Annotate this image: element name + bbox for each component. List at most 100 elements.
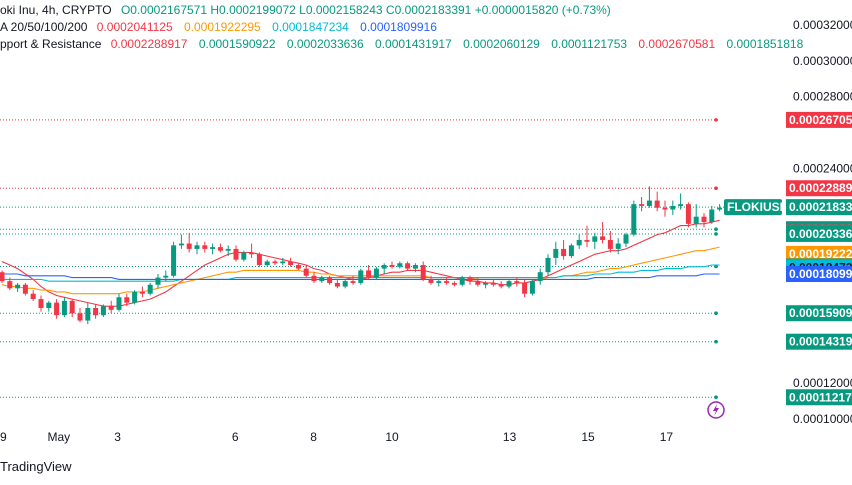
legend-ma[interactable]: A 20/50/100/200 0.0002041125 0.000192229… (0, 19, 445, 35)
candle-body (506, 281, 512, 287)
candle-body (163, 275, 169, 278)
candle-body (342, 281, 348, 287)
sr-level-dot (714, 232, 718, 236)
candle-body (186, 243, 192, 249)
price-label-box (786, 389, 852, 406)
candle-body (303, 268, 309, 276)
candle-body (654, 200, 660, 208)
candle-body (280, 261, 286, 264)
candle-body (334, 282, 340, 287)
candle-body (568, 245, 574, 257)
candle-body (249, 252, 255, 255)
candle-body (311, 275, 317, 282)
legend-ma-50: 0.0001922295 (183, 20, 261, 34)
candle-body (264, 261, 270, 266)
candle-body (178, 243, 184, 246)
y-tick-label: 0.00030000 (793, 54, 852, 68)
candle-body (662, 207, 668, 210)
legend-ma-200: 0.0001809916 (360, 20, 437, 34)
candle-body (147, 284, 153, 294)
candle-body (46, 302, 52, 309)
candle-body (272, 261, 278, 264)
candle-body (607, 239, 613, 249)
candle-body (389, 265, 395, 267)
candle-body (436, 281, 442, 283)
candle-body (155, 277, 161, 285)
price-label-box (786, 225, 852, 242)
sr-level-dot (714, 264, 718, 269)
tradingview-logo: TradingView (0, 459, 72, 474)
x-tick-label: 17 (660, 430, 674, 444)
y-tick-label: 0.00012000 (793, 376, 852, 390)
candle-body (373, 268, 379, 278)
price-label-box (786, 305, 852, 322)
candle-body (85, 308, 91, 321)
price-label-text: 0.00019222 (789, 247, 852, 261)
candle-body (709, 209, 715, 223)
close-price-box (786, 199, 852, 216)
x-tick-label: 3 (114, 430, 121, 444)
candle-body (202, 245, 208, 249)
sr-level-dot (714, 395, 718, 400)
legend-sr-value: 0.0002033636 (286, 37, 364, 51)
candle-body (444, 281, 450, 283)
candle-body (514, 281, 520, 283)
tradingview-brand[interactable]: TradingView (0, 459, 72, 474)
candle-body (490, 282, 496, 285)
legend-sr-label: pport & Resistance (0, 37, 102, 51)
candle-body (529, 281, 535, 294)
candle-body (561, 248, 567, 257)
price-label-text: 0.00020336 (789, 227, 852, 241)
sr-level-dot (714, 311, 718, 316)
legend-sr-value: 0.0001121753 (551, 37, 628, 51)
candle-body (670, 205, 676, 210)
sr-level-dot (714, 186, 718, 191)
legend-sr[interactable]: pport & Resistance 0.0002288917 0.000159… (0, 36, 811, 52)
price-label-text: 0.00018099 (789, 267, 852, 281)
price-label-text: 0.00011217 (789, 390, 852, 404)
candle-body (54, 302, 60, 316)
legend-high: H0.0002199072 (210, 3, 296, 17)
candle-body (30, 293, 36, 300)
candle-body (194, 245, 200, 249)
sr-level-dot (714, 118, 718, 122)
candle-body (108, 306, 114, 310)
candle-body (327, 277, 333, 283)
candle-body (678, 204, 684, 206)
candle-body (459, 277, 465, 285)
support-resistance-lines (0, 118, 720, 400)
candle-body (428, 279, 434, 283)
candle-body (225, 248, 231, 251)
legend-ohlc: oki Inu, 4h, CRYPTO O0.0002167571 H0.000… (0, 2, 611, 18)
candle-body (701, 216, 707, 223)
candle-body (366, 270, 372, 278)
legend-sr-value: 0.0001590922 (198, 37, 276, 51)
price-labels: 0.000267050.000228890.000206010.00020411… (786, 111, 852, 406)
candle-body (22, 284, 28, 294)
candle-body (600, 236, 606, 240)
price-label-text: 0.00022889 (789, 181, 852, 195)
price-label-text: 0.00015909 (789, 306, 852, 320)
candle-body (412, 265, 418, 269)
candle-body (631, 204, 637, 235)
y-axis: 0.00032000 0.00030000 0.00028000 0.00024000… (793, 18, 852, 426)
candle-body (233, 248, 239, 260)
candle-body (15, 284, 21, 289)
candle-body (397, 263, 403, 267)
candle-body (93, 308, 99, 316)
price-label-box (786, 333, 852, 350)
candle-body (693, 216, 699, 224)
symbol-tag-text: FLOKIUSD (727, 200, 789, 214)
candle-body (717, 207, 723, 210)
candles (0, 186, 723, 325)
candle-body (132, 291, 138, 303)
candle-body (7, 281, 13, 289)
candle-body (584, 239, 590, 242)
candle-body (319, 277, 325, 282)
candle-body (537, 272, 543, 282)
x-tick-label: 9 (0, 430, 7, 444)
lightning-icon[interactable] (707, 401, 725, 419)
x-tick-label: 13 (503, 430, 517, 444)
candle-body (685, 204, 691, 224)
